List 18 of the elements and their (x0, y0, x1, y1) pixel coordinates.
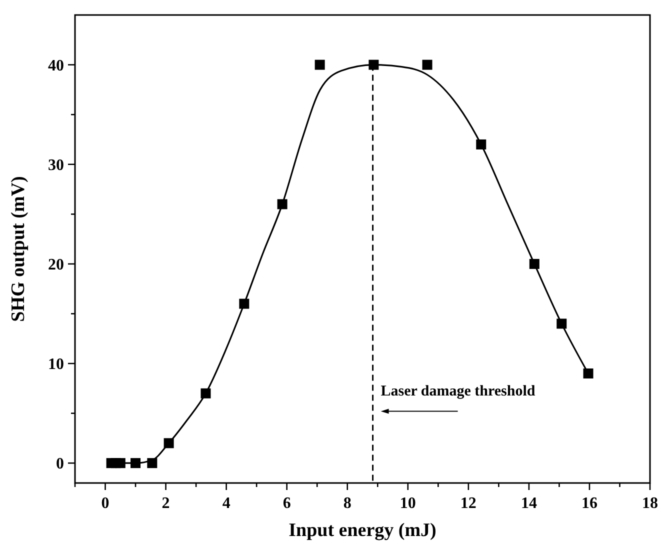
x-tick-label: 12 (460, 495, 476, 512)
ref-line-label: Laser damage threshold (380, 383, 536, 400)
y-tick-label: 30 (48, 156, 64, 174)
x-tick-label: 2 (162, 495, 170, 512)
x-tick-label: 16 (581, 495, 598, 512)
y-tick-label: 40 (48, 57, 64, 74)
y-tick-label: 0 (56, 456, 64, 473)
x-tick-label: 4 (222, 495, 230, 512)
x-tick-label: 10 (400, 495, 416, 512)
y-tick-label: 10 (48, 356, 64, 374)
x-tick-label: 14 (520, 495, 537, 512)
x-tick-label: 6 (282, 495, 291, 512)
x-axis-title: Input energy (mJ) (288, 520, 436, 541)
x-tick-label: 18 (642, 495, 658, 512)
x-tick-label: 8 (343, 495, 352, 512)
y-tick-label: 20 (48, 256, 64, 274)
x-tick-label: 0 (101, 495, 110, 512)
y-axis-title: SHG output (mV) (8, 176, 29, 322)
